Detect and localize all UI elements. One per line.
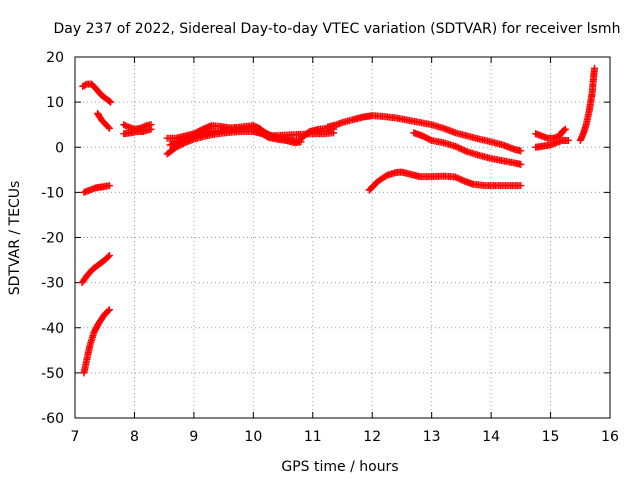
data-point: [564, 136, 572, 144]
data-point: [106, 97, 114, 105]
data-point: [104, 307, 112, 315]
y-axis-label: SDTVAR / TECUs: [7, 181, 23, 296]
series-arc-g: [324, 112, 525, 155]
series-arc-h: [410, 129, 525, 168]
y-tick-label: 10: [46, 95, 64, 111]
data-point: [297, 138, 305, 146]
y-tick-label: -10: [41, 185, 64, 201]
series-arc-c: [78, 252, 113, 287]
series-arc-d: [80, 306, 113, 377]
x-tick-label: 12: [363, 429, 381, 445]
y-tick-label: 20: [46, 50, 64, 66]
series-arc-k: [576, 64, 599, 144]
x-tick-label: 15: [542, 429, 560, 445]
y-tick-label: -50: [41, 366, 64, 382]
chart-title: Day 237 of 2022, Sidereal Day-to-day VTE…: [54, 21, 621, 37]
x-tick-label: 8: [130, 429, 139, 445]
data-point: [105, 124, 113, 132]
x-tick-label: 14: [482, 429, 500, 445]
data-point: [120, 121, 128, 129]
data-point: [560, 126, 568, 134]
y-tick-label: -60: [41, 411, 64, 427]
x-tick-label: 11: [304, 429, 322, 445]
data-point: [107, 98, 115, 106]
x-tick-label: 13: [423, 429, 441, 445]
series-arc-a-mid: [94, 109, 113, 132]
x-tick-labels: 7 8 9 10 11 12 13 14 15 16: [71, 429, 619, 445]
series-arc-a-top: [79, 80, 115, 106]
data-point: [121, 121, 129, 129]
x-tick-label: 9: [189, 429, 198, 445]
data-point: [147, 125, 155, 133]
data-point: [104, 123, 112, 131]
data-point: [105, 252, 113, 260]
series-arc-j2: [532, 136, 572, 151]
data-point: [104, 253, 112, 261]
data-point: [123, 122, 131, 130]
y-tick-label: 0: [55, 140, 64, 156]
x-tick-label: 16: [601, 429, 619, 445]
x-axis-label: GPS time / hours: [281, 459, 398, 475]
x-tick-label: 7: [71, 429, 80, 445]
y-tick-label: -20: [41, 231, 64, 247]
data-point: [105, 306, 113, 314]
tick-marks: [74, 56, 611, 419]
series-arc-i: [365, 168, 525, 194]
series-arc-f3: [166, 124, 338, 149]
y-tick-labels: 20 10 0 -10 -20 -30 -40 -50 -60: [41, 50, 64, 427]
data-point: [591, 64, 599, 72]
series-arc-j1: [532, 125, 569, 142]
data-point: [426, 136, 434, 144]
series-arc-b: [80, 182, 113, 196]
data-point: [330, 129, 338, 137]
data-points: [78, 64, 599, 377]
gridlines: [75, 57, 610, 418]
y-tick-label: -40: [41, 321, 64, 337]
data-point: [105, 182, 113, 190]
y-tick-label: -30: [41, 276, 64, 292]
data-point: [517, 147, 525, 155]
data-point: [517, 160, 525, 168]
x-tick-label: 10: [244, 429, 262, 445]
data-point: [561, 125, 569, 133]
data-point: [517, 182, 525, 190]
series-arc-e2: [120, 125, 155, 138]
